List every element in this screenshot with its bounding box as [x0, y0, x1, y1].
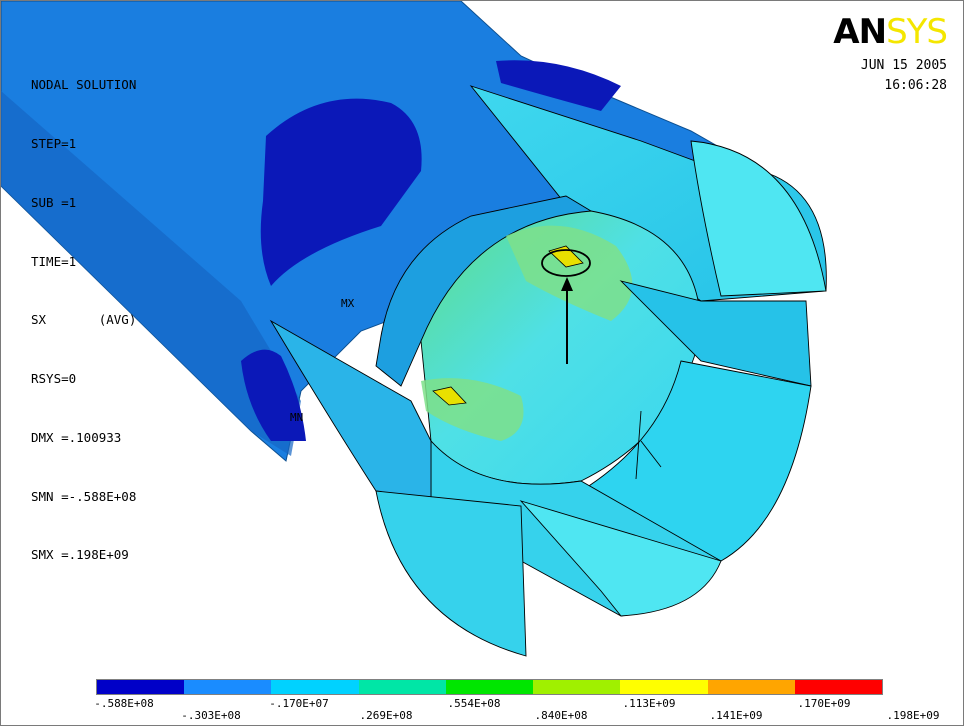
info-line: STEP=1	[31, 135, 77, 151]
shaft-shading	[1, 91, 301, 456]
legend-label: .170E+09	[797, 697, 851, 710]
cold-region-upper-right	[496, 60, 621, 111]
logo-part-2: SYS	[886, 12, 948, 52]
petal-top-right-face	[690, 140, 827, 297]
crack-line	[635, 410, 662, 480]
time-label: 16:06:28	[884, 78, 947, 93]
info-line: SMN =-.588E+08	[31, 488, 137, 504]
warm-region-top	[506, 225, 633, 321]
legend-label: .269E+08	[359, 709, 413, 722]
legend-color-band	[794, 680, 882, 694]
logo-part-1: AN	[833, 12, 887, 52]
info-title: NODAL SOLUTION	[31, 77, 137, 93]
petal-right	[619, 280, 812, 387]
legend-color-band	[707, 680, 795, 694]
timestamp: JUN 15 2005 16:06:28	[861, 56, 947, 96]
info-line: SUB =1	[31, 194, 77, 210]
date-label: JUN 15 2005	[860, 58, 947, 73]
legend-label: .554E+08	[447, 697, 501, 710]
min-marker: MN	[290, 411, 304, 424]
info-line: SMX =.198E+09	[31, 547, 129, 563]
legend-color-band	[97, 680, 185, 694]
solution-info: NODAL SOLUTION STEP=1 SUB =1 TIME=1 SX (…	[31, 36, 136, 604]
legend-label: .198E+09	[886, 709, 940, 722]
contour-legend-bar	[96, 679, 883, 695]
legend-color-band	[620, 680, 708, 694]
legend-label: -.303E+08	[181, 709, 241, 722]
info-line: SX (AVG)	[31, 312, 137, 328]
legend-color-band	[184, 680, 272, 694]
hot-spot-lower	[432, 386, 467, 406]
info-line: TIME=1	[31, 253, 77, 269]
max-marker: MX	[341, 297, 355, 310]
ansys-logo: ANSYS	[833, 12, 948, 52]
petal-bottom-face	[519, 500, 722, 617]
legend-label: -.170E+07	[269, 697, 329, 710]
info-line: DMX =.100933	[31, 429, 122, 445]
legend-label: .113E+09	[622, 697, 676, 710]
annotation-circle	[541, 249, 591, 277]
legend-color-band	[445, 680, 534, 694]
cold-region-lower	[241, 349, 306, 441]
petal-left-face	[375, 490, 527, 657]
legend-color-band	[533, 680, 621, 694]
info-line: RSYS=0	[31, 371, 77, 387]
legend-label: .840E+08	[534, 709, 588, 722]
annotation-arrow-head	[561, 277, 573, 291]
legend-color-band	[358, 680, 446, 694]
legend-color-band	[271, 680, 359, 694]
legend-label: -.588E+08	[94, 697, 154, 710]
cold-region-upper	[260, 98, 422, 286]
legend-label: .141E+09	[709, 709, 763, 722]
